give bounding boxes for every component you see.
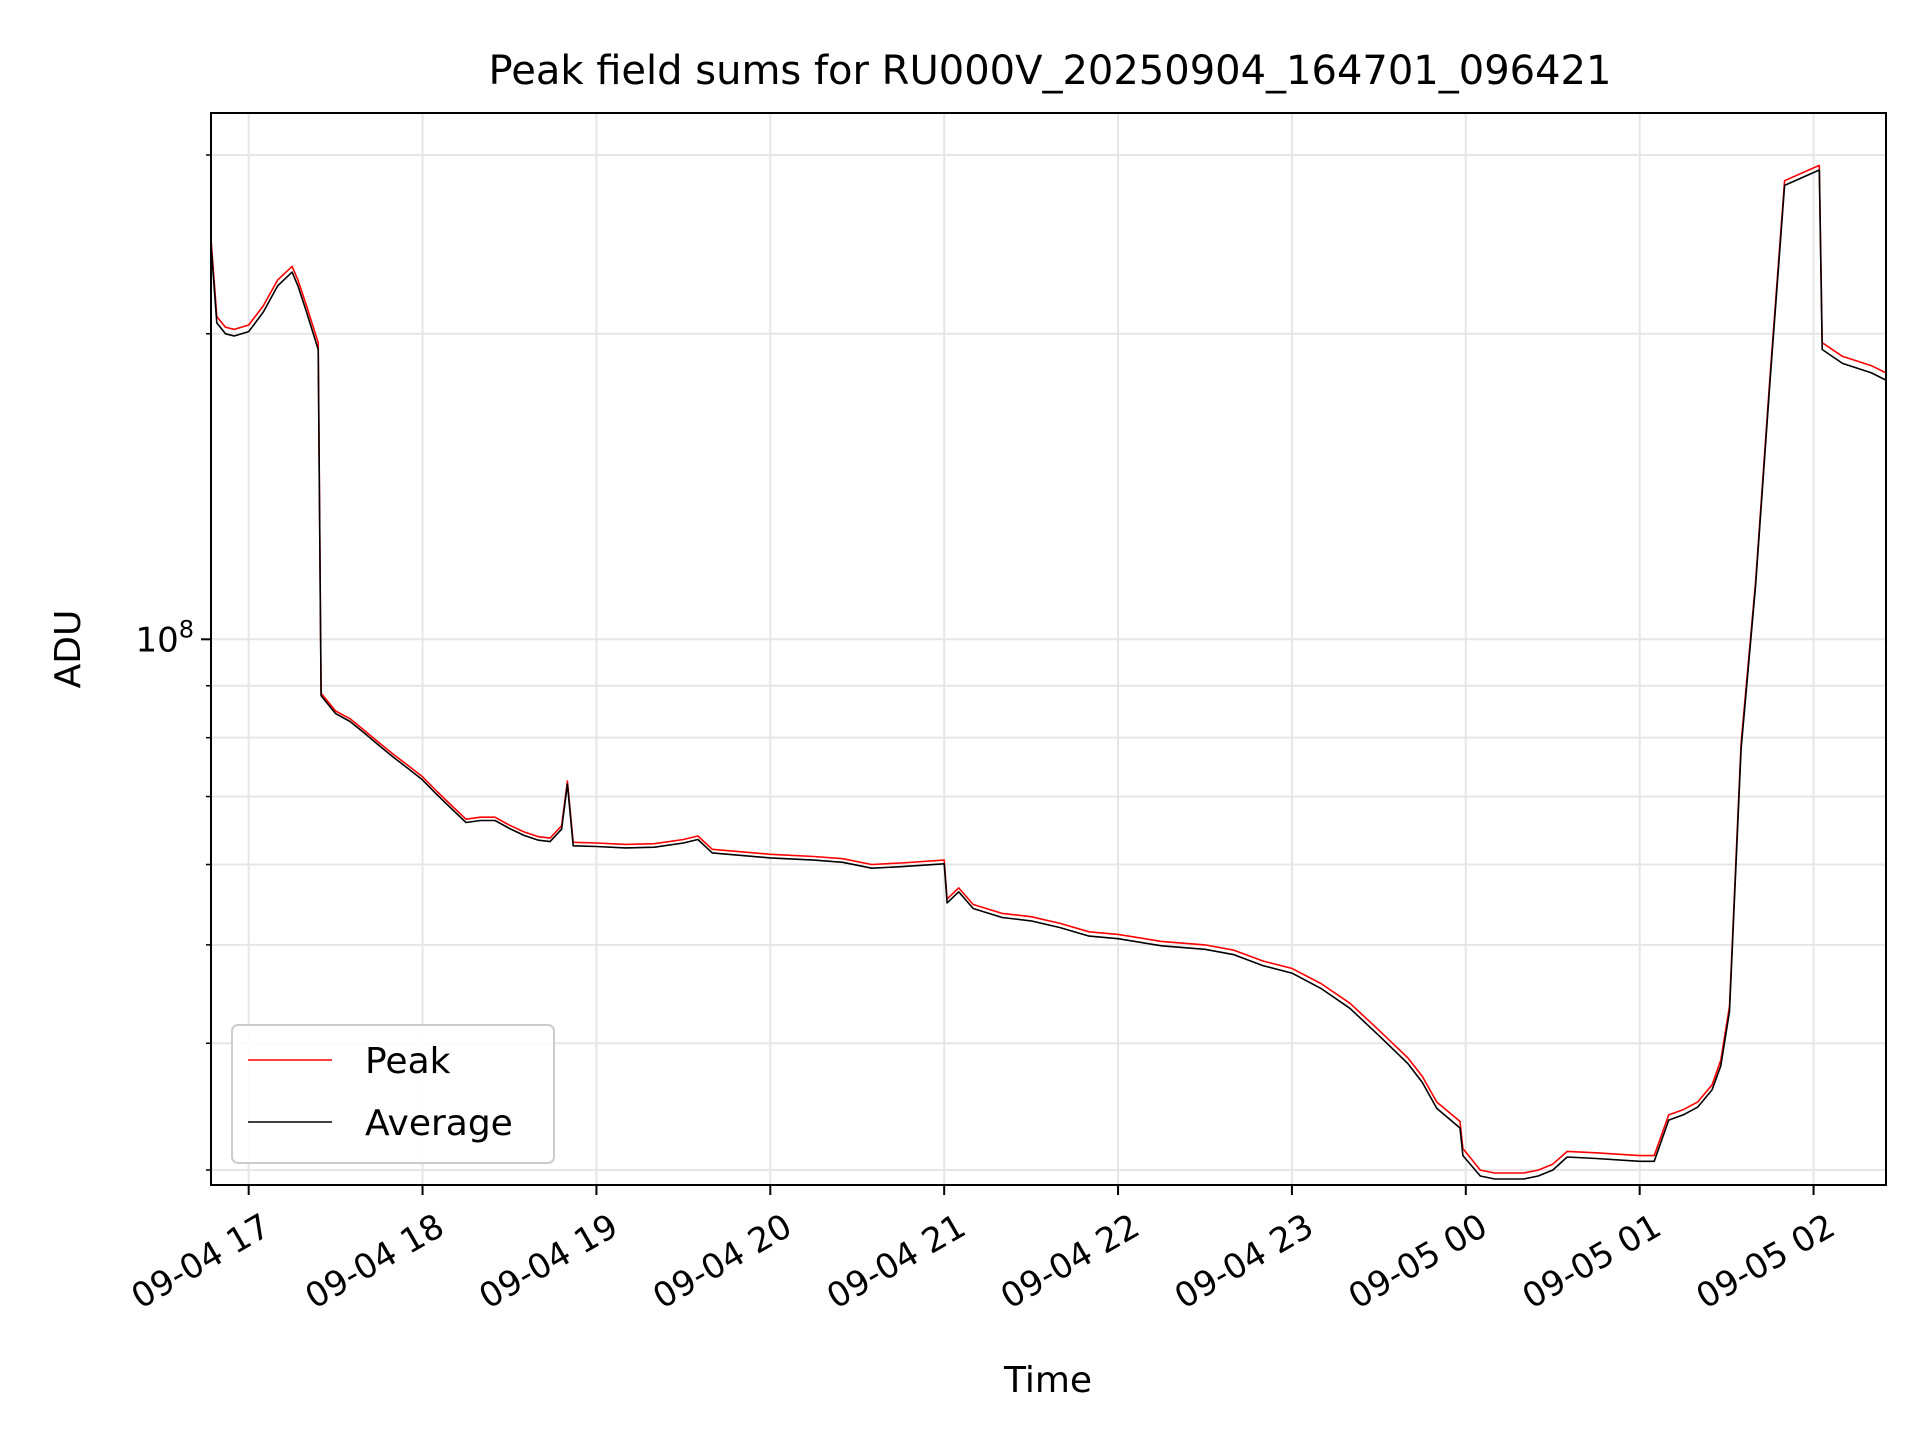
y-tick-label-base: 10 — [135, 620, 178, 660]
series-layer — [211, 164, 1886, 1180]
chart-title: Peak field sums for RU000V_20250904_1647… — [489, 48, 1612, 94]
plot-frame — [210, 112, 1887, 1186]
y-tick-label: 108 — [135, 615, 194, 660]
series-line-peak — [211, 164, 1886, 1174]
legend-label-peak: Peak — [365, 1041, 451, 1082]
x-axis-label: Time — [1003, 1360, 1092, 1401]
series-line-average — [211, 169, 1886, 1180]
grid-lines — [211, 113, 1886, 1185]
y-axis-label: ADU — [48, 610, 89, 689]
legend: Peak Average — [231, 1024, 555, 1164]
y-tick-label-exponent: 8 — [179, 615, 194, 643]
y-axis: 108 — [135, 154, 211, 1171]
legend-label-average: Average — [365, 1103, 513, 1144]
